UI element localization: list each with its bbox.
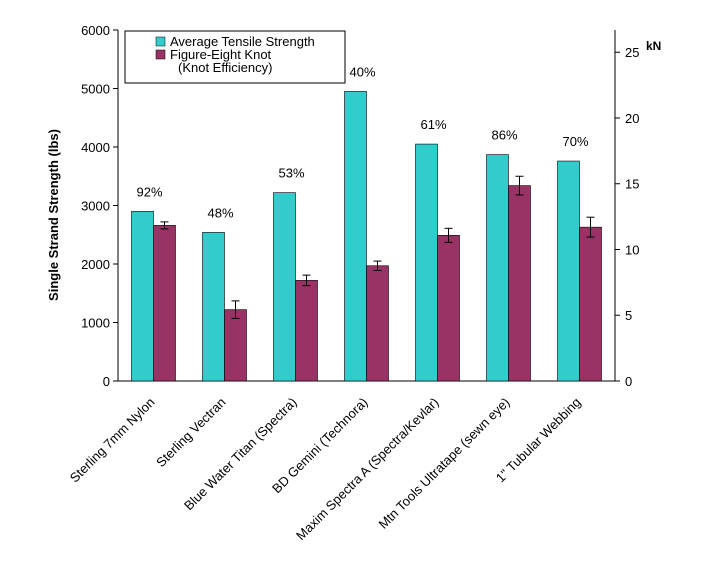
y-tick-label: 2000	[81, 257, 110, 272]
y2-tick-label: 5	[625, 308, 632, 323]
y-tick-label: 5000	[81, 82, 110, 97]
y2-ticks: 0 5 10 15 20 25	[615, 45, 639, 389]
legend-swatch-figure-eight-knot	[155, 49, 166, 60]
category-label: Sterling 7mm Nylon	[67, 395, 158, 486]
y2-axis-label: kN	[646, 39, 661, 53]
bar-average-tensile-strength	[486, 154, 509, 382]
y-tick-label: 1000	[81, 316, 110, 331]
knot-efficiency-label: 48%	[207, 205, 233, 220]
y2-tick-label: 20	[625, 111, 639, 126]
bar-figure-eight-knot	[295, 280, 318, 382]
bar-average-tensile-strength	[557, 160, 580, 382]
knot-efficiency-label: 53%	[278, 166, 304, 181]
category-label: Mtn Tools Ultratape (sewn eye)	[375, 395, 512, 532]
y-tick-label: 4000	[81, 140, 110, 155]
y2-tick-label: 25	[625, 45, 639, 60]
bar-figure-eight-knot	[153, 225, 176, 382]
legend-entry-figure-eight-knot: Figure-Eight Knot	[170, 47, 272, 62]
legend: Average Tensile Strength Figure-Eight Kn…	[124, 30, 346, 84]
bars	[131, 91, 602, 382]
y-tick-label: 6000	[81, 23, 110, 38]
y-tick-label: 0	[103, 374, 110, 389]
bar-average-tensile-strength	[344, 91, 367, 382]
bar-figure-eight-knot	[437, 235, 460, 382]
bar-figure-eight-knot	[579, 226, 602, 382]
category-label: Maxim Spectra A (Spectra/Kevlar)	[293, 395, 442, 544]
bar-figure-eight-knot	[224, 309, 247, 382]
bar-average-tensile-strength	[273, 192, 296, 382]
knot-efficiency-label: 92%	[136, 184, 162, 199]
knot-efficiency-label: 70%	[562, 134, 588, 149]
y2-tick-label: 15	[625, 177, 639, 192]
category-label: Sterling Vectran	[153, 395, 229, 471]
bar-average-tensile-strength	[131, 211, 154, 382]
legend-swatch-average-tensile-strength	[155, 36, 166, 47]
knot-efficiency-label: 61%	[420, 117, 446, 132]
bar-average-tensile-strength	[202, 232, 225, 382]
bar-figure-eight-knot	[366, 265, 389, 382]
knot-efficiency-label: 86%	[491, 128, 517, 143]
y-ticks: 0 1000 2000 3000 4000 5000 6000	[81, 23, 118, 389]
category-label: Blue Water Titan (Spectra)	[181, 395, 300, 514]
legend-entry-average-tensile-strength: Average Tensile Strength	[170, 34, 315, 49]
bar-average-tensile-strength	[415, 143, 438, 382]
y-tick-label: 3000	[81, 199, 110, 214]
legend-entry-knot-efficiency: (Knot Efficiency)	[178, 60, 272, 75]
y2-tick-label: 10	[625, 242, 639, 257]
y-axis-label: Single Strand Strength (lbs)	[46, 129, 61, 301]
y2-tick-label: 0	[625, 374, 632, 389]
bar-figure-eight-knot	[508, 185, 531, 382]
knot-efficiency-label: 40%	[349, 64, 375, 79]
error-bars	[160, 175, 595, 319]
annotations: 92% 48% 53% 40% 61% 86% 70%	[136, 64, 588, 220]
